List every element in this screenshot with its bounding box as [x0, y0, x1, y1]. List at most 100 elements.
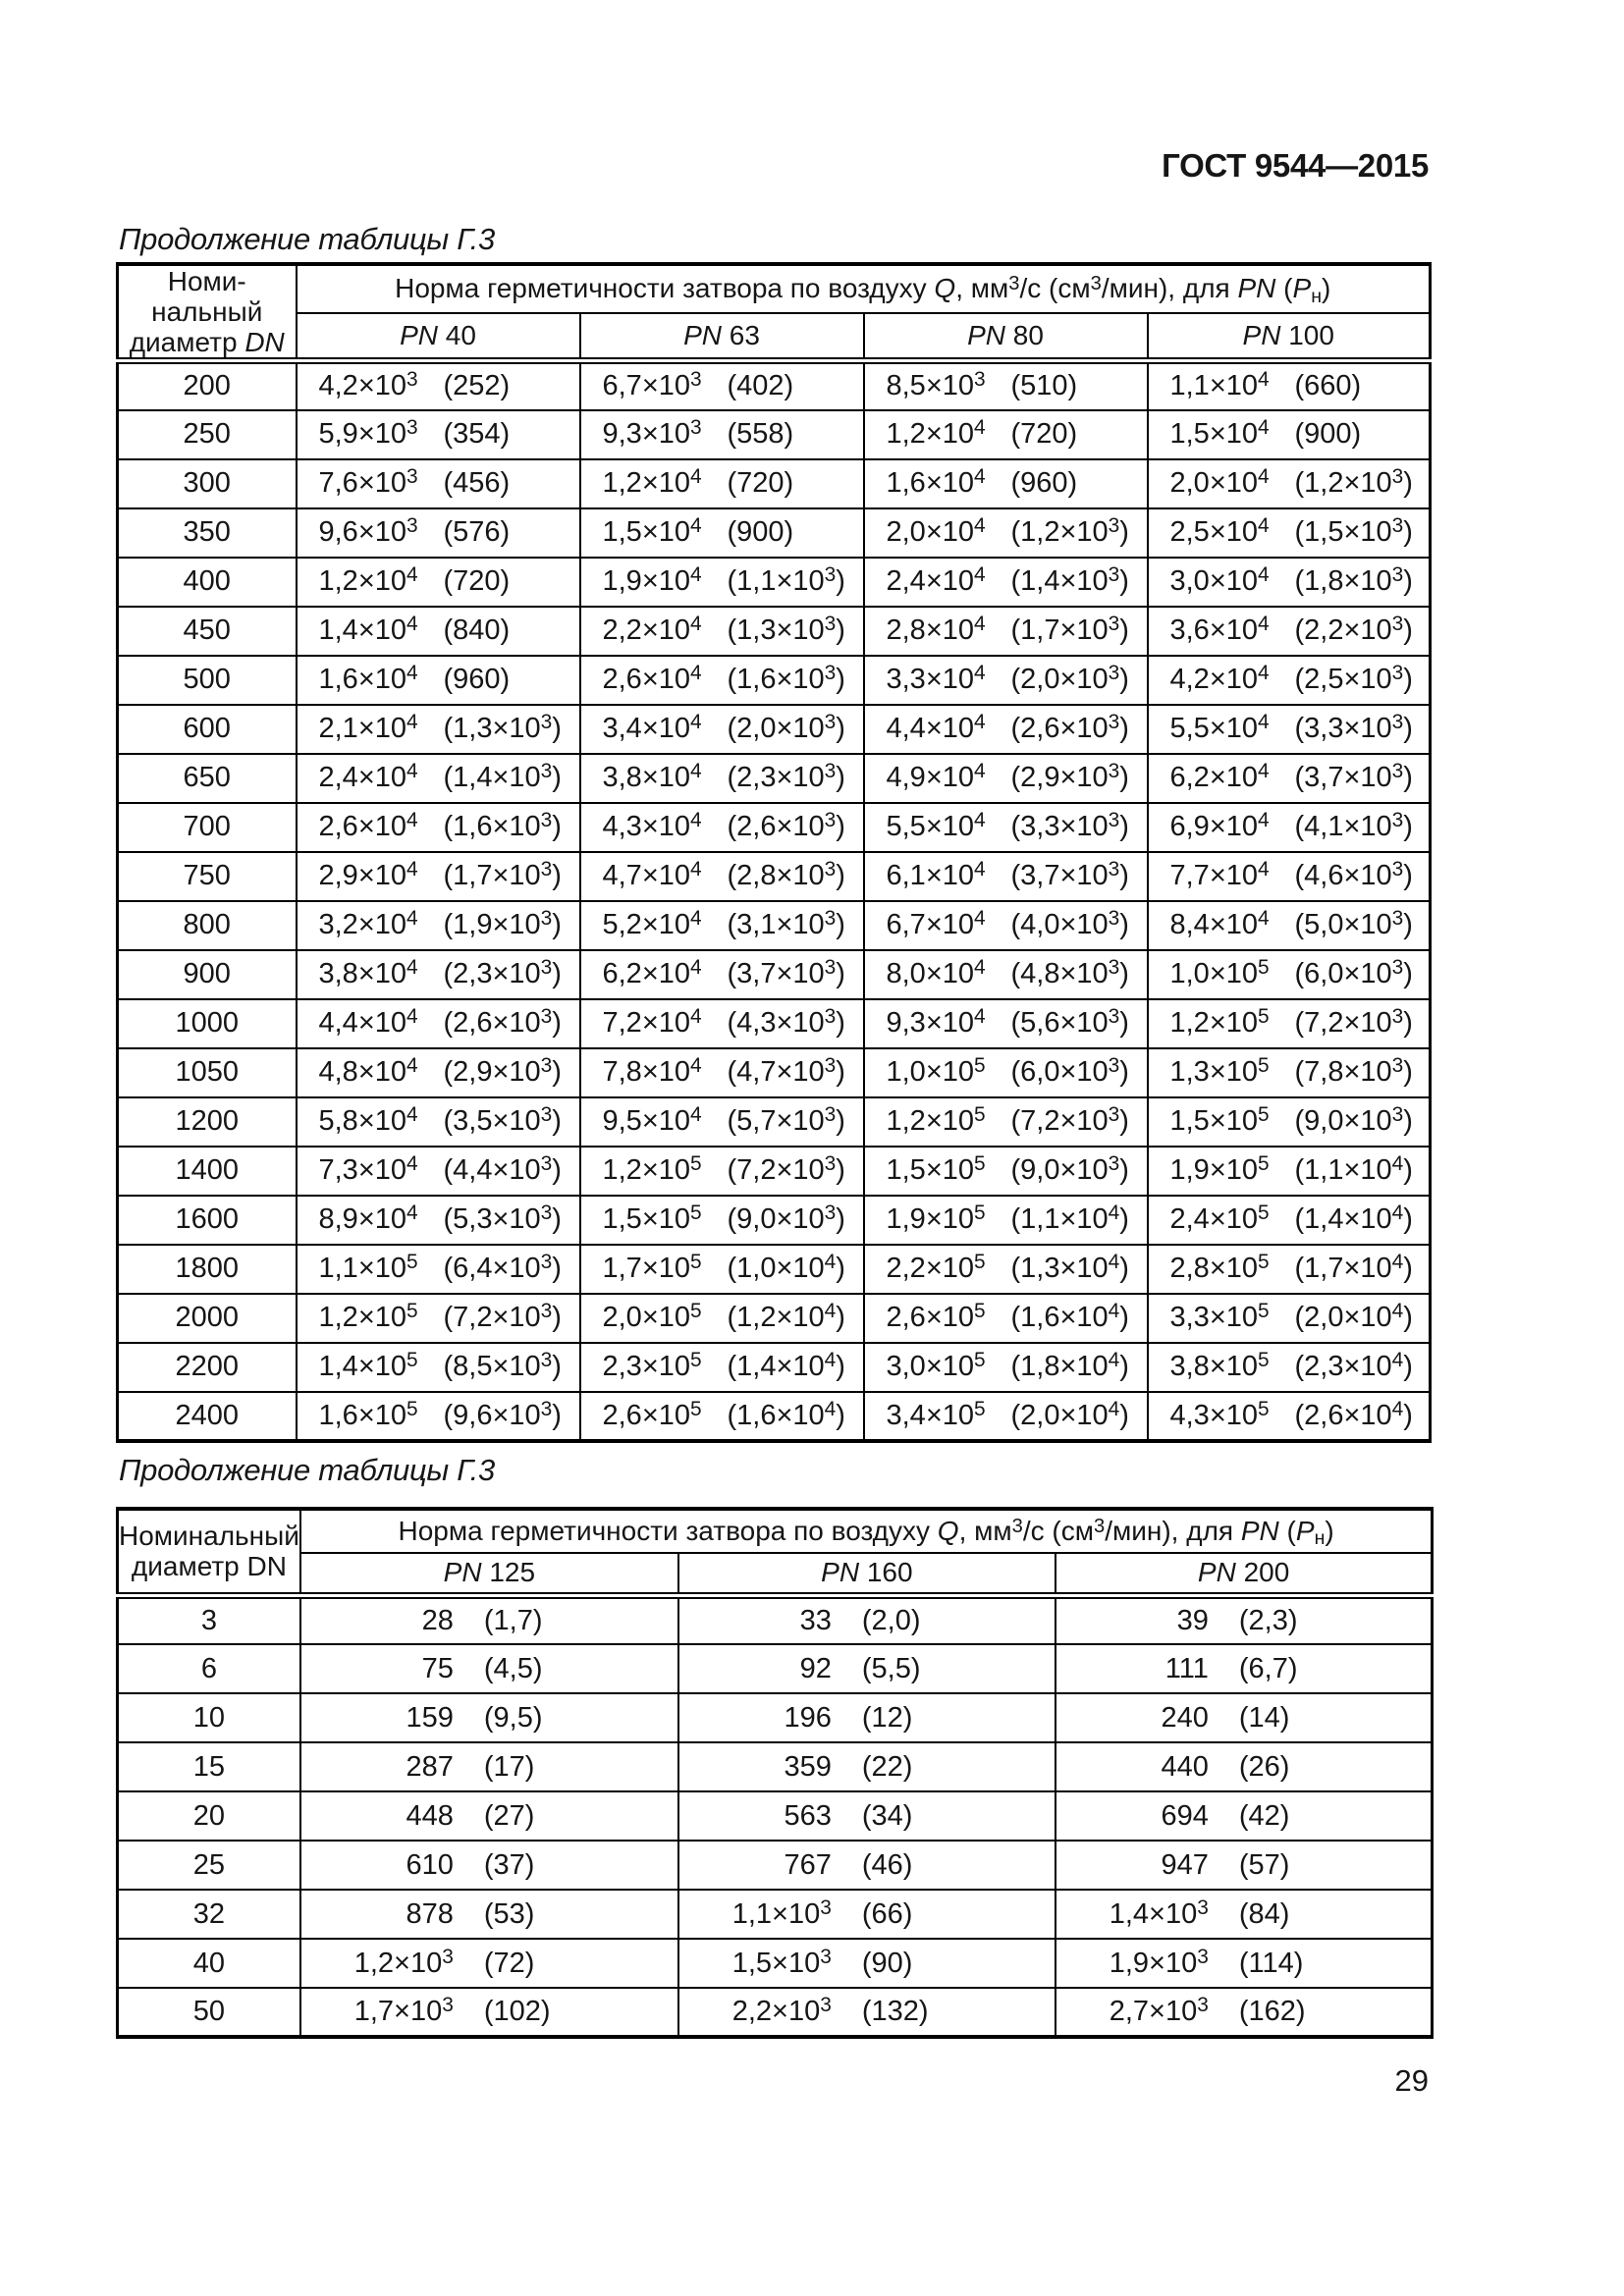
cell-value: 2,2×105 (1,3×104): [862, 1243, 1149, 1295]
cell-dn: 400: [116, 556, 298, 608]
table-row: 1600 8,9×104 (5,3×103) 1,5×105 (9,0×103) 1,9×…: [116, 1194, 1432, 1246]
col-header-pn: PN 125: [298, 1552, 679, 1599]
cell-value: 3,8×104 (2,3×103): [578, 752, 865, 804]
cell-value: 3,4×104 (2,0×103): [578, 703, 865, 755]
cell-value: 6,2×104 (3,7×103): [1146, 752, 1432, 804]
cell-dn: 40: [116, 1938, 301, 1989]
cell-value: 159 (9,5): [298, 1692, 679, 1743]
col-header-dn: Номи-нальный диаметр DN: [116, 263, 298, 364]
cell-dn: 10: [116, 1692, 301, 1743]
cell-value: 3,6×104 (2,2×103): [1146, 605, 1432, 657]
cell-value: 9,6×103 (576): [295, 507, 581, 559]
cell-value: 6,7×104 (4,0×103): [862, 899, 1149, 951]
cell-value: 1,2×105 (7,2×103): [295, 1292, 581, 1344]
cell-value: 1,4×103 (84): [1054, 1889, 1434, 1940]
table2-header: Номинальный диаметр DN Норма герметичност…: [116, 1508, 1434, 1599]
cell-value: 8,5×103 (510): [862, 359, 1149, 411]
cell-value: 1,5×105 (9,0×103): [578, 1194, 865, 1246]
col-header-pn: PN 40: [295, 311, 581, 364]
table-row: 10 159 (9,5) 196 (12) 240 (14): [116, 1692, 1434, 1743]
cell-value: 448 (27): [298, 1790, 679, 1842]
cell-value: 1,2×105 (7,2×103): [862, 1095, 1149, 1148]
table-row: 6 75 (4,5) 92 (5,5) 111 (6,7): [116, 1643, 1434, 1694]
cell-value: 1,5×104 (900): [1146, 408, 1432, 460]
cell-value: 287 (17): [298, 1741, 679, 1792]
cell-dn: 750: [116, 850, 298, 902]
col-header-dn: Номинальный диаметр DN: [116, 1508, 301, 1599]
table1-body: 200 4,2×103 (252) 6,7×103 (402) 8,5×103 (510) 1…: [116, 359, 1432, 1442]
cell-value: 3,8×105 (2,3×104): [1146, 1341, 1432, 1393]
table-row: 600 2,1×104 (1,3×103) 3,4×104 (2,0×103) 4,4×1…: [116, 703, 1432, 755]
cell-value: 4,4×104 (2,6×103): [295, 997, 581, 1049]
table-row: 700 2,6×104 (1,6×103) 4,3×104 (2,6×103) 5,5×1…: [116, 801, 1432, 853]
cell-value: 196 (12): [677, 1692, 1056, 1743]
table1-caption: Продолжение таблицы Г.3: [119, 222, 495, 256]
cell-value: 5,8×104 (3,5×103): [295, 1095, 581, 1148]
table-row: 750 2,9×104 (1,7×103) 4,7×104 (2,8×103) 6,1×1…: [116, 850, 1432, 902]
cell-value: 694 (42): [1054, 1790, 1434, 1842]
cell-dn: 1200: [116, 1095, 298, 1148]
cell-value: 1,0×105 (6,0×103): [862, 1046, 1149, 1098]
cell-dn: 450: [116, 605, 298, 657]
cell-value: 1,9×105 (1,1×104): [1146, 1145, 1432, 1197]
table-row: 650 2,4×104 (1,4×103) 3,8×104 (2,3×103) 4,9×1…: [116, 752, 1432, 804]
cell-value: 2,4×105 (1,4×104): [1146, 1194, 1432, 1246]
col-header-pn: PN 160: [677, 1552, 1056, 1599]
cell-dn: 1000: [116, 997, 298, 1049]
cell-dn: 600: [116, 703, 298, 755]
cell-dn: 50: [116, 1987, 301, 2038]
cell-dn: 500: [116, 654, 298, 706]
table-row: 2200 1,4×105 (8,5×103) 2,3×105 (1,4×104) 3,0×…: [116, 1341, 1432, 1393]
cell-value: 2,2×103 (132): [677, 1987, 1056, 2038]
cell-value: 1,6×104 (960): [862, 457, 1149, 509]
cell-value: 2,8×104 (1,7×103): [862, 605, 1149, 657]
cell-dn: 1050: [116, 1046, 298, 1098]
cell-value: 1,2×104 (720): [295, 556, 581, 608]
table-row: 20 448 (27) 563 (34) 694 (42): [116, 1790, 1434, 1842]
cell-dn: 650: [116, 752, 298, 804]
col-header-norm: Норма герметичности затвора по воздуху Q…: [295, 263, 1432, 314]
table-row: 1400 7,3×104 (4,4×103) 1,2×105 (7,2×103) 1,5×…: [116, 1145, 1432, 1197]
cell-value: 1,5×104 (900): [578, 507, 865, 559]
cell-value: 3,8×104 (2,3×103): [295, 948, 581, 1000]
cell-value: 3,0×105 (1,8×104): [862, 1341, 1149, 1393]
table-row: 900 3,8×104 (2,3×103) 6,2×104 (3,7×103) 8,0×1…: [116, 948, 1432, 1000]
cell-value: 111 (6,7): [1054, 1643, 1434, 1694]
table-row: 800 3,2×104 (1,9×103) 5,2×104 (3,1×103) 6,7×1…: [116, 899, 1432, 951]
cell-value: 28 (1,7): [298, 1594, 679, 1645]
cell-value: 1,7×105 (1,0×104): [578, 1243, 865, 1295]
cell-value: 2,6×105 (1,6×104): [578, 1390, 865, 1442]
cell-dn: 300: [116, 457, 298, 509]
cell-value: 3,2×104 (1,9×103): [295, 899, 581, 951]
cell-dn: 2000: [116, 1292, 298, 1344]
cell-value: 2,6×104 (1,6×103): [295, 801, 581, 853]
cell-value: 6,1×104 (3,7×103): [862, 850, 1149, 902]
table-row: 50 1,7×103 (102) 2,2×103 (132) 2,7×103 (162): [116, 1987, 1434, 2038]
table1-header: Номи-нальный диаметр DN Норма герметичнос…: [116, 263, 1432, 364]
cell-value: 33 (2,0): [677, 1594, 1056, 1645]
cell-dn: 2200: [116, 1341, 298, 1393]
cell-value: 1,1×103 (66): [677, 1889, 1056, 1940]
cell-value: 1,2×104 (720): [862, 408, 1149, 460]
col-header-pn: PN 200: [1054, 1552, 1434, 1599]
cell-value: 2,6×104 (1,6×103): [578, 654, 865, 706]
cell-value: 1,2×104 (720): [578, 457, 865, 509]
col-header-norm: Норма герметичности затвора по воздуху Q…: [298, 1508, 1434, 1554]
cell-value: 6,9×104 (4,1×103): [1146, 801, 1432, 853]
table-row: 1050 4,8×104 (2,9×103) 7,8×104 (4,7×103) 1,0×…: [116, 1046, 1432, 1098]
cell-dn: 20: [116, 1790, 301, 1842]
cell-value: 947 (57): [1054, 1840, 1434, 1891]
cell-value: 4,8×104 (2,9×103): [295, 1046, 581, 1098]
cell-value: 92 (5,5): [677, 1643, 1056, 1694]
cell-value: 2,0×104 (1,2×103): [862, 507, 1149, 559]
cell-value: 2,0×105 (1,2×104): [578, 1292, 865, 1344]
table-row: 1200 5,8×104 (3,5×103) 9,5×104 (5,7×103) 1,2×…: [116, 1095, 1432, 1148]
cell-dn: 1600: [116, 1194, 298, 1246]
cell-value: 8,0×104 (4,8×103): [862, 948, 1149, 1000]
cell-value: 9,3×104 (5,6×103): [862, 997, 1149, 1049]
cell-value: 1,1×104 (660): [1146, 359, 1432, 411]
cell-value: 8,9×104 (5,3×103): [295, 1194, 581, 1246]
table-row: 300 7,6×103 (456) 1,2×104 (720) 1,6×104 (960) 2…: [116, 457, 1432, 509]
cell-dn: 700: [116, 801, 298, 853]
cell-value: 75 (4,5): [298, 1643, 679, 1694]
